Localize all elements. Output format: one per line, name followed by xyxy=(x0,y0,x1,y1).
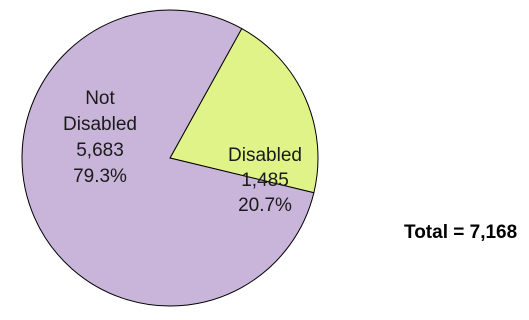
slice-label-line: 1,485 xyxy=(241,170,289,191)
slice-label-line: 20.7% xyxy=(238,195,292,216)
slice-labels: Disabled 1,485 20.7% Not Disabled 5,683 79.3% xyxy=(63,88,302,216)
slice-label-not-disabled: Not Disabled 5,683 79.3% xyxy=(63,88,137,187)
slice-label-line: 5,683 xyxy=(76,140,124,161)
slice-label-line: Disabled xyxy=(228,145,302,166)
slice-label-line: 79.3% xyxy=(73,166,127,187)
slice-label-line: Disabled xyxy=(63,114,137,135)
pie-slices xyxy=(21,9,319,307)
pie-slice-not-disabled xyxy=(21,9,315,307)
slice-label-disabled: Disabled 1,485 20.7% xyxy=(228,145,302,216)
slice-label-line: Not xyxy=(85,88,115,109)
total-label: Total = 7,168 xyxy=(404,222,518,243)
pie-slice-disabled xyxy=(169,27,319,194)
